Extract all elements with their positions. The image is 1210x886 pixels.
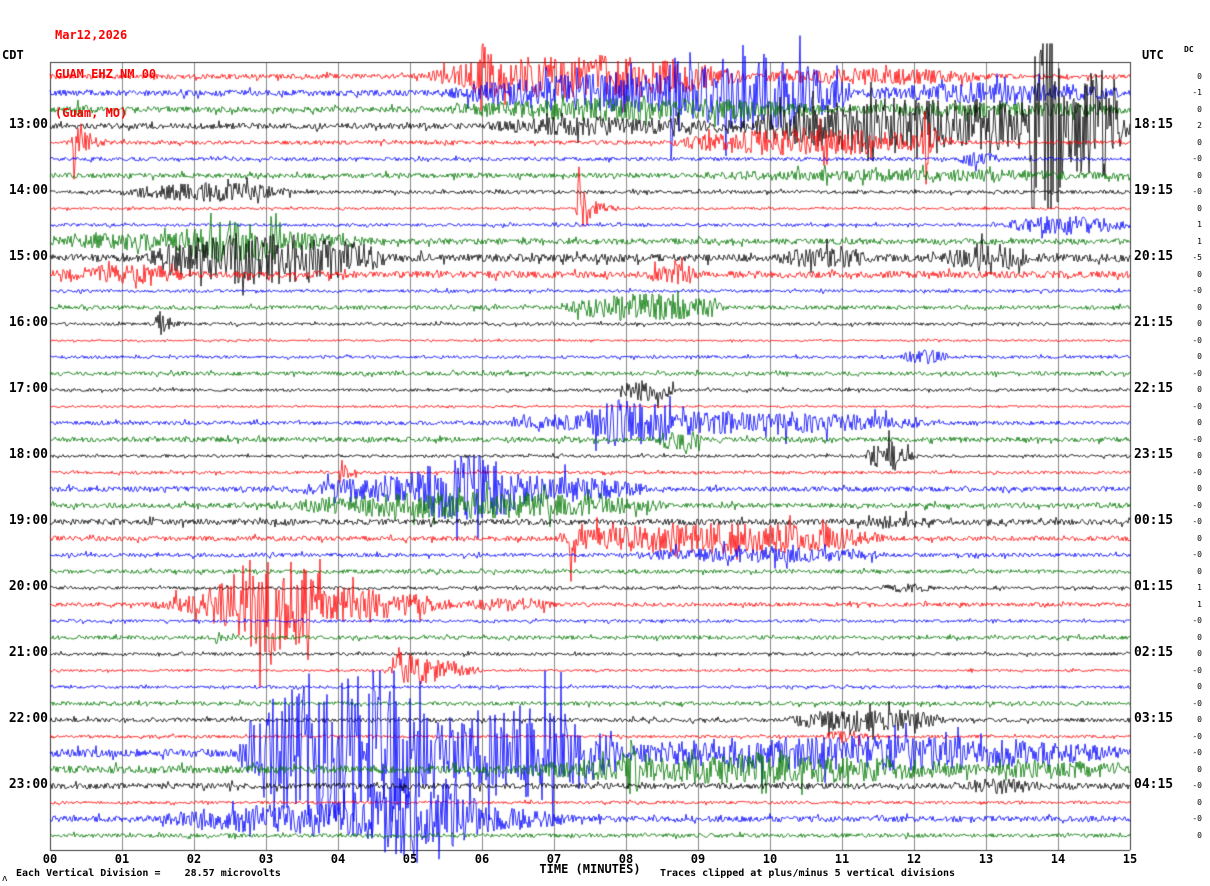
dc-offset-value: 0 <box>1197 566 1202 576</box>
dc-offset-value: -0 <box>1192 748 1202 757</box>
right-time-label: 23:15 <box>1134 447 1174 462</box>
x-axis-label: TIME (MINUTES) <box>539 862 641 876</box>
dc-offset-value: -0 <box>1192 187 1202 196</box>
dc-offset-value: 0 <box>1197 137 1202 147</box>
minute-tick-label: 05 <box>402 852 418 866</box>
minute-tick-label: 02 <box>186 852 202 866</box>
minute-tick-label: 03 <box>258 852 274 866</box>
dc-offset-value: -0 <box>1192 401 1202 411</box>
right-time-label: 19:15 <box>1134 183 1174 198</box>
dc-offset-value: -0 <box>1192 731 1202 741</box>
dc-offset-value: 0 <box>1197 797 1202 807</box>
left-time-label: 13:00 <box>8 117 48 132</box>
dc-offset-value: 0 <box>1197 764 1202 774</box>
left-time-label: 17:00 <box>8 381 48 396</box>
left-time-label: 16:00 <box>8 315 48 330</box>
left-timezone-label: CDT <box>2 48 24 62</box>
dc-offset-value: 0 <box>1197 104 1202 114</box>
dc-offset-value: 1 <box>1197 236 1202 246</box>
left-time-label: 22:00 <box>8 711 48 726</box>
dc-offset-value: -0 <box>1192 335 1202 345</box>
right-time-label: 02:15 <box>1134 645 1174 660</box>
left-time-label: 23:00 <box>8 777 48 792</box>
minute-tick-label: 07 <box>546 852 562 866</box>
dc-offset-value: -0 <box>1192 286 1202 295</box>
dc-offset-value: -0 <box>1192 665 1202 675</box>
dc-offset-value: 2 <box>1197 121 1202 130</box>
right-time-label: 20:15 <box>1134 249 1174 264</box>
dc-offset-value: 0 <box>1197 170 1202 180</box>
minute-tick-label: 12 <box>906 852 922 866</box>
left-time-label: 21:00 <box>8 645 48 660</box>
dc-offset-value: 1 <box>1197 583 1202 592</box>
dc-offset-value: -1 <box>1192 88 1202 97</box>
dc-offset-value: 0 <box>1197 319 1202 328</box>
dc-offset-value: -0 <box>1192 814 1202 823</box>
right-timezone-label: UTC <box>1142 48 1164 62</box>
dc-offset-value: 0 <box>1197 451 1202 460</box>
minute-tick-label: 13 <box>978 852 994 866</box>
dc-offset-value: 0 <box>1197 418 1202 427</box>
dc-offset-value: -0 <box>1192 698 1202 708</box>
dc-offset-value: 0 <box>1197 71 1202 81</box>
minute-tick-label: 11 <box>834 852 850 866</box>
left-time-label: 20:00 <box>8 579 48 594</box>
minute-tick-label: 00 <box>42 852 58 866</box>
dc-offset-value: 1 <box>1197 599 1202 609</box>
right-time-label: 22:15 <box>1134 381 1174 396</box>
minute-tick-label: 01 <box>114 852 130 866</box>
dc-offset-value: 0 <box>1197 484 1202 493</box>
caret-mark: ʌ <box>2 874 8 884</box>
dc-offset-value: 0 <box>1197 715 1202 724</box>
minute-tick-label: 06 <box>474 852 490 866</box>
dc-offset-value: -0 <box>1192 154 1202 163</box>
plot-title-block: Mar12,2026 GUAM EHZ NM 00 (Guam, MO) <box>55 3 156 146</box>
dc-offset-value: -0 <box>1192 517 1202 526</box>
dc-offset-value: 0 <box>1197 830 1202 840</box>
dc-offset-value: 0 <box>1197 649 1202 658</box>
dc-offset-value: 0 <box>1197 682 1202 691</box>
dc-offset-value: 0 <box>1197 385 1202 394</box>
right-time-label: 03:15 <box>1134 711 1174 726</box>
minute-tick-label: 09 <box>690 852 706 866</box>
dc-offset-value: 0 <box>1197 269 1202 279</box>
dc-offset-value: -0 <box>1192 550 1202 559</box>
minute-tick-label: 04 <box>330 852 346 866</box>
dc-offset-value: -0 <box>1192 500 1202 510</box>
left-time-label: 14:00 <box>8 183 48 198</box>
dc-offset-value: 0 <box>1197 203 1202 213</box>
dc-offset-value: 0 <box>1197 302 1202 312</box>
dc-offset-value: -5 <box>1192 253 1202 262</box>
left-time-label: 18:00 <box>8 447 48 462</box>
dc-offset-value: 1 <box>1197 220 1202 229</box>
minute-tick-label: 08 <box>618 852 634 866</box>
right-time-label: 01:15 <box>1134 579 1174 594</box>
dc-offset-value: -0 <box>1192 368 1202 378</box>
location-label: (Guam, MO) <box>55 106 128 120</box>
division-note: Each Vertical Division = 28.57 microvolt… <box>16 868 281 879</box>
dc-offset-value: -0 <box>1192 467 1202 477</box>
date-label: Mar12,2026 <box>55 28 128 42</box>
clip-note: Traces clipped at plus/minus 5 vertical … <box>660 868 956 879</box>
dc-offset-value: -0 <box>1192 781 1202 790</box>
left-time-label: 19:00 <box>8 513 48 528</box>
dc-offset-value: -0 <box>1192 434 1202 444</box>
dc-offset-value: 0 <box>1197 533 1202 543</box>
right-time-label: 00:15 <box>1134 513 1174 528</box>
dc-offset-value: 0 <box>1197 352 1202 361</box>
minute-tick-label: 10 <box>762 852 778 866</box>
left-time-label: 15:00 <box>8 249 48 264</box>
dc-offset-value: 0 <box>1197 632 1202 642</box>
minute-tick-label: 15 <box>1122 852 1138 866</box>
right-time-label: 21:15 <box>1134 315 1174 330</box>
dc-column-label: DC <box>1184 45 1194 54</box>
right-time-label: 04:15 <box>1134 777 1174 792</box>
right-time-label: 18:15 <box>1134 117 1174 132</box>
minute-tick-label: 14 <box>1050 852 1066 866</box>
station-label: GUAM EHZ NM 00 <box>55 67 157 81</box>
dc-offset-value: -0 <box>1192 616 1202 625</box>
